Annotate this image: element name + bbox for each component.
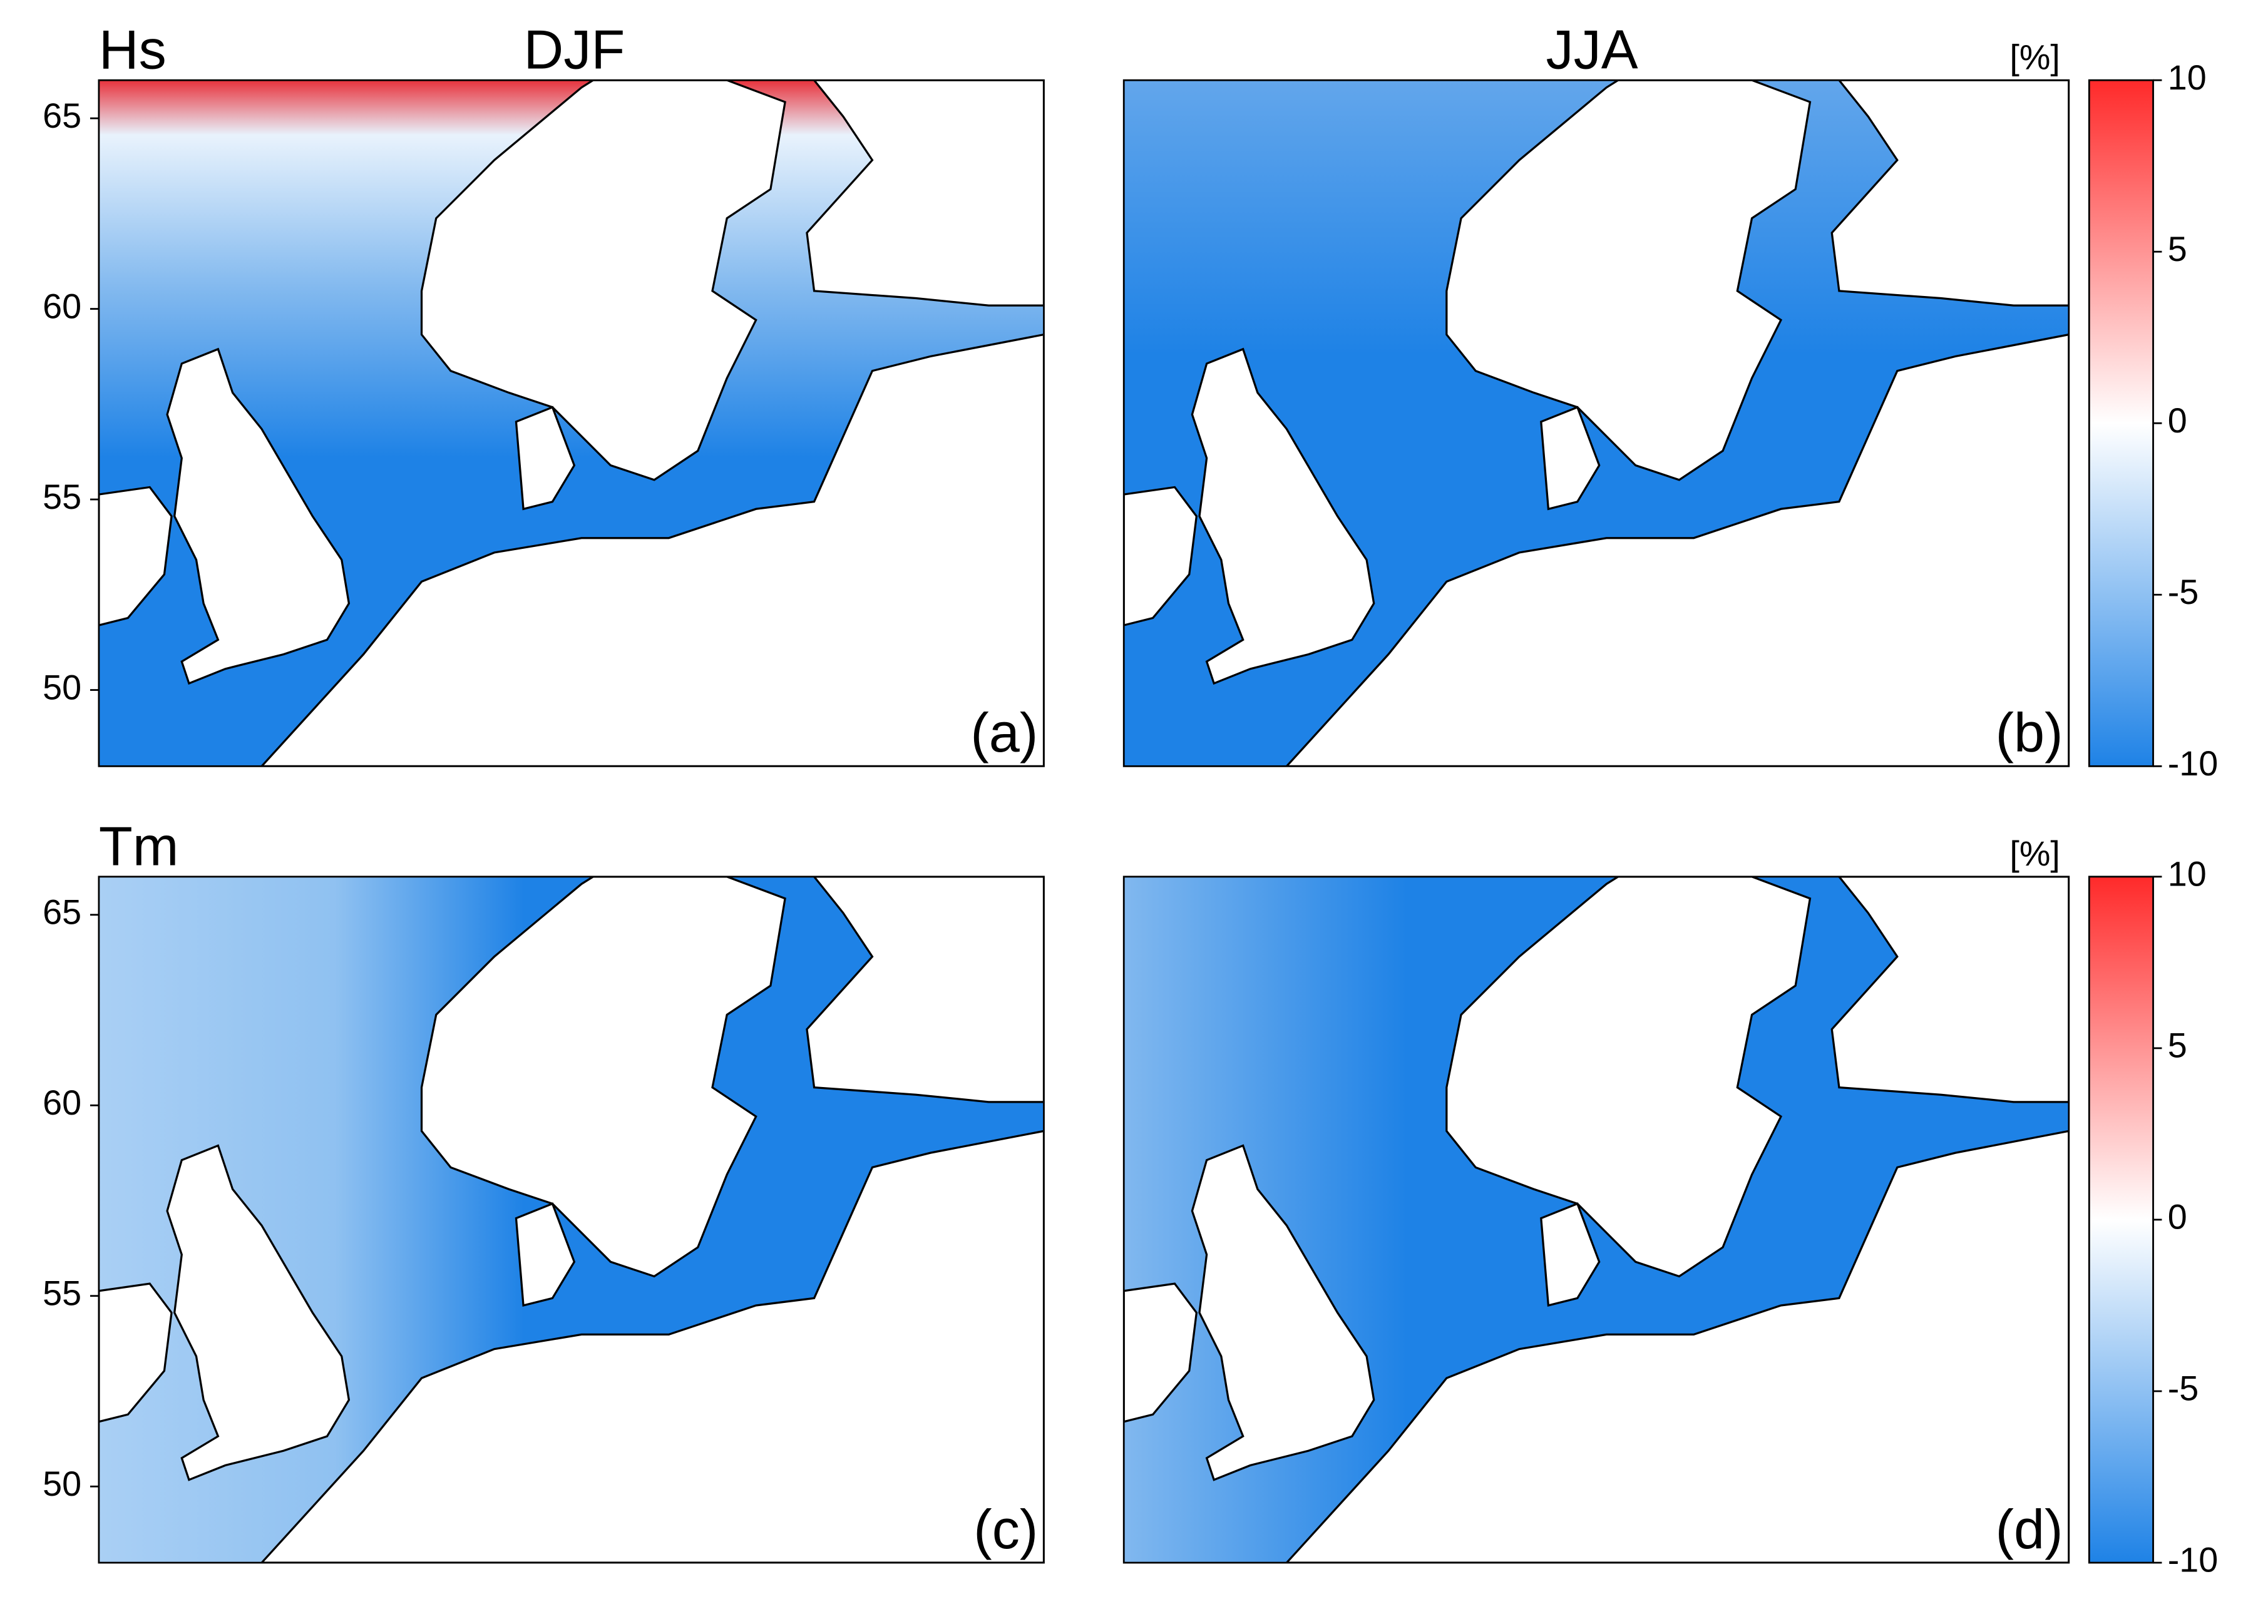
- y-tick-label: 60: [43, 287, 81, 325]
- row-label: Tm: [99, 815, 178, 877]
- colorbar-tick-label: -5: [2168, 1369, 2199, 1408]
- map-content: [98, 876, 1044, 1563]
- map-content: [98, 80, 1044, 767]
- map-panel: (a) 50 55 60 65: [43, 79, 1045, 767]
- unit-label: [%]: [2009, 38, 2060, 76]
- row-label: Hs: [99, 19, 167, 81]
- panel-label: (d): [1996, 1498, 2063, 1560]
- panel-frame: [98, 79, 1045, 767]
- y-tick-label: 55: [43, 1274, 81, 1312]
- colorbar-tick-label: -10: [2168, 1541, 2219, 1580]
- colorbar-tick-label: -10: [2168, 744, 2219, 783]
- y-tick-label: 55: [43, 477, 81, 516]
- panel-label: (c): [973, 1498, 1038, 1560]
- y-tick-label: 60: [43, 1083, 81, 1122]
- column-label: JJA: [1546, 19, 1638, 81]
- colorbar-tick-label: 0: [2168, 401, 2187, 440]
- colorbar-tick-label: 10: [2168, 855, 2207, 894]
- y-tick-label: 65: [43, 96, 81, 135]
- map-content: [1124, 876, 2069, 1563]
- map-content: [1124, 80, 2069, 767]
- panel-label: (b): [1996, 702, 2063, 763]
- map-panel: (b): [1122, 79, 2070, 767]
- colorbar-tick-label: 5: [2168, 230, 2187, 268]
- colorbar-tick-label: -5: [2168, 573, 2199, 611]
- colorbar-tick-label: 10: [2168, 58, 2207, 97]
- panel-frame: [1122, 79, 2070, 767]
- colorbar: [2088, 79, 2154, 767]
- panel-frame: [1122, 876, 2070, 1564]
- colorbar-tick-label: 5: [2168, 1026, 2187, 1065]
- panel-frame: [98, 876, 1045, 1564]
- panel-label: (a): [970, 702, 1038, 763]
- map-panel: (d): [1122, 876, 2070, 1564]
- y-tick-label: 50: [43, 1464, 81, 1503]
- unit-label: [%]: [2009, 834, 2060, 873]
- y-tick-label: 50: [43, 668, 81, 707]
- column-label: DJF: [523, 19, 625, 81]
- y-tick-label: 65: [43, 892, 81, 931]
- map-panel: (c) 50 55 60 65: [43, 876, 1045, 1564]
- colorbar-tick-label: 0: [2168, 1198, 2187, 1237]
- colorbar: [2088, 876, 2154, 1564]
